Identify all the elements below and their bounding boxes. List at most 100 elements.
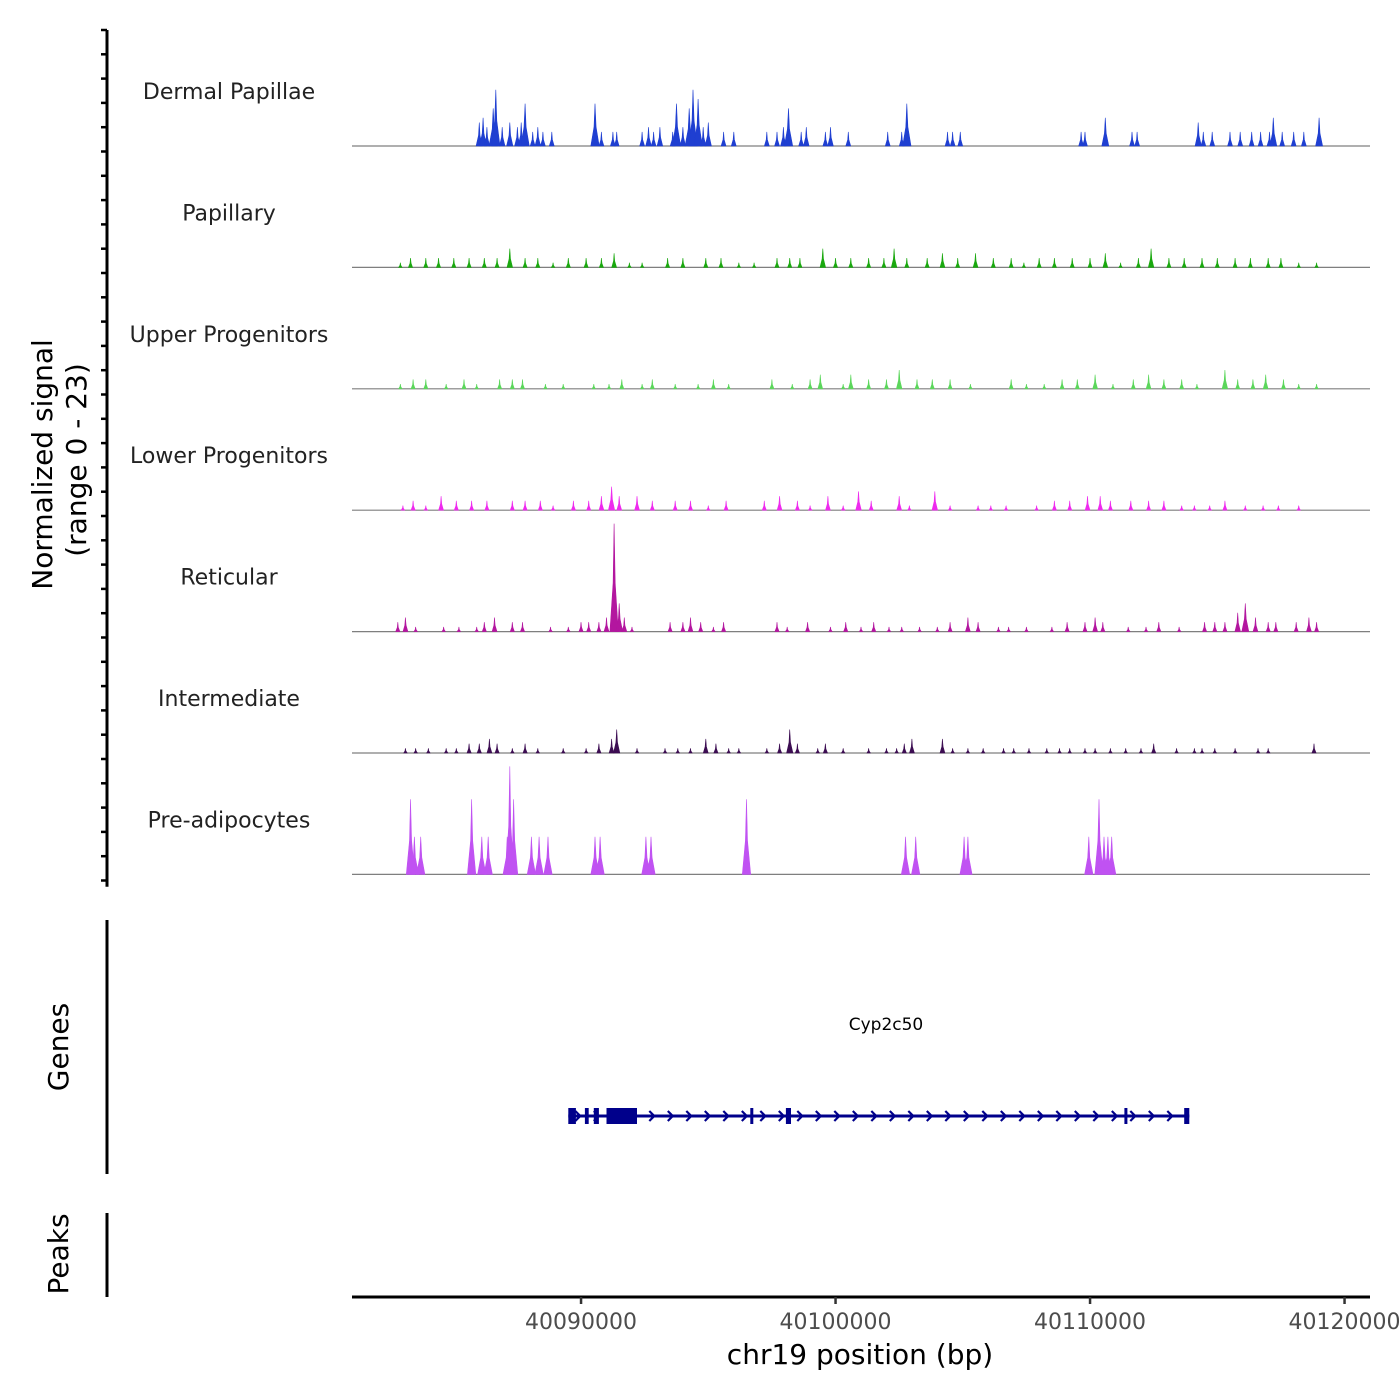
signal-peak [1181, 257, 1187, 268]
signal-peak [639, 262, 645, 268]
signal-peak [609, 523, 619, 632]
signal-peak [1265, 622, 1271, 632]
signal-peak [975, 622, 981, 632]
signal-peak [726, 748, 731, 754]
signal-peak [466, 257, 472, 268]
signal-peak [975, 505, 981, 511]
signal-peak [950, 748, 955, 754]
strand-arrow [870, 1110, 878, 1122]
signal-peak [944, 131, 951, 147]
strand-arrow [704, 1110, 712, 1122]
signal-peak [1199, 748, 1205, 754]
genes-track-label: Genes [42, 1003, 75, 1091]
signal-peak [443, 748, 449, 754]
signal-peak [1314, 262, 1319, 268]
signal-peak [687, 500, 694, 511]
strand-arrow [1092, 1110, 1100, 1122]
signal-peak [410, 500, 416, 511]
strand-arrow [722, 1110, 730, 1122]
signal-peak [509, 799, 519, 875]
signal-peak [868, 500, 874, 511]
signal-peak [700, 127, 707, 147]
x-tick-label: 40090000 [525, 1310, 637, 1335]
signal-peak [506, 248, 513, 268]
signal-peak [736, 262, 742, 268]
signal-peak [1192, 505, 1197, 511]
signal-peak [855, 491, 862, 511]
strand-arrow [963, 1110, 971, 1122]
signal-peak [1242, 505, 1248, 511]
track-label: Reticular [180, 566, 278, 591]
signal-peak [400, 505, 406, 511]
signal-peak [949, 131, 956, 147]
signal-peak [615, 603, 624, 632]
signal-peak [964, 617, 971, 632]
signal-peak [499, 127, 506, 147]
signal-peak [1234, 612, 1241, 632]
signal-peak [586, 500, 592, 511]
signal-peak [1247, 257, 1253, 268]
signal-peak [1296, 262, 1302, 268]
strand-arrow [907, 1110, 915, 1122]
signal-peak [423, 257, 429, 268]
signal-peak [413, 626, 418, 632]
signal-peak [1118, 262, 1123, 268]
signal-peak [1192, 748, 1197, 754]
signal-peak [613, 729, 621, 754]
signal-peak [1092, 748, 1098, 754]
signal-peak [1082, 622, 1088, 632]
x-axis: 40090000 40100000 40110000 40120000 [525, 1297, 1400, 1335]
y-axis-title: Normalized signal (range 0 - 23) [26, 330, 93, 589]
signal-peak [828, 626, 833, 632]
signal-peak [667, 622, 673, 632]
signal-peak [815, 748, 821, 754]
signal-peak [522, 500, 528, 511]
signal-peak [413, 748, 418, 754]
signal-peak [972, 253, 979, 268]
strand-arrow [648, 1110, 656, 1122]
signal-peak [662, 748, 668, 754]
signal-peak [1214, 257, 1220, 268]
signal-peak [656, 127, 664, 147]
signal-peak [1161, 379, 1167, 390]
signal-peak [866, 379, 872, 390]
signal-peak [680, 622, 686, 632]
signal-peak [426, 748, 431, 754]
signal-peak [598, 496, 605, 511]
signal-peak [639, 131, 646, 147]
signal-peak [1179, 505, 1184, 511]
signal-peak [1276, 505, 1281, 511]
strand-arrow [889, 1110, 897, 1122]
signal-peak [1290, 131, 1297, 147]
signal-peak [957, 131, 964, 147]
x-axis-title: chr19 position (bp) [727, 1338, 993, 1371]
signal-peak [774, 131, 780, 147]
signal-peak [1107, 500, 1113, 511]
signal-peak [398, 262, 403, 268]
signal-peak [769, 379, 775, 390]
strand-arrow [759, 1110, 767, 1122]
signal-peak [1003, 505, 1009, 511]
signal-peak [1006, 626, 1011, 632]
signal-peak [1222, 622, 1228, 632]
signal-peak [461, 379, 467, 390]
signal-peak [639, 384, 645, 390]
signal-peak [776, 496, 783, 511]
signal-peak [1034, 505, 1039, 511]
signal-peak [947, 622, 953, 632]
signal-peak [672, 500, 678, 511]
signal-peak [726, 384, 731, 390]
signal-peak [1161, 500, 1167, 511]
signal-peak [675, 748, 681, 754]
signal-peak [702, 738, 709, 754]
strand-arrow [1018, 1110, 1026, 1122]
signal-peak [848, 374, 854, 390]
signal-peak [822, 743, 828, 754]
signal-peak [491, 89, 501, 147]
signal-peak [548, 131, 555, 147]
signal-peak [917, 626, 922, 632]
gene-exon [1124, 1108, 1128, 1124]
signal-peak [1074, 379, 1080, 390]
signal-peak [1265, 748, 1271, 754]
signal-peak [1174, 748, 1179, 754]
